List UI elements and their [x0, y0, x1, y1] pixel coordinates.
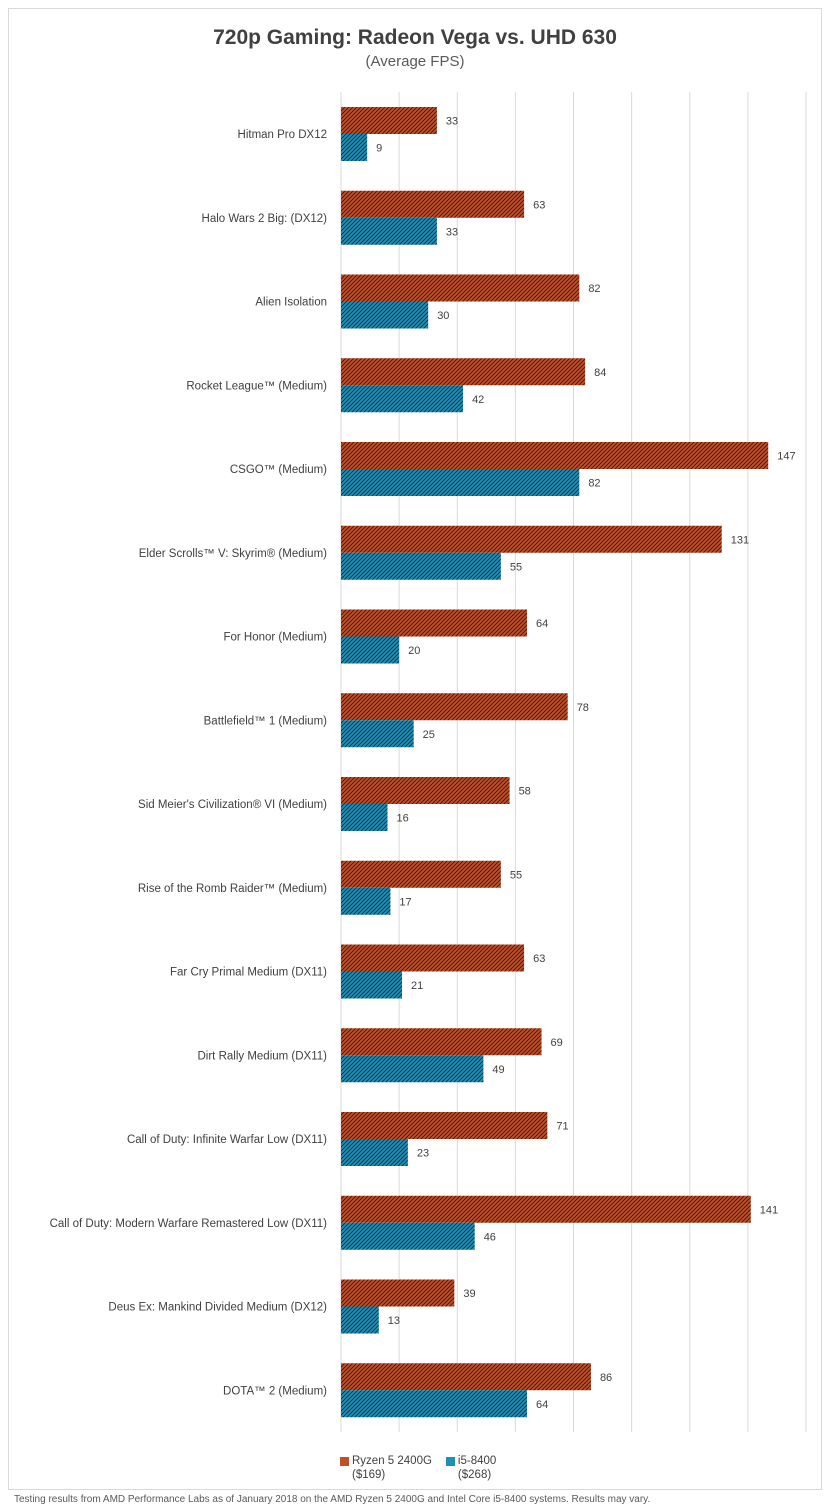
- bar-intel: [341, 469, 580, 496]
- category-label: For Honor (Medium): [223, 632, 327, 644]
- legend-price-intel: ($268): [457, 1469, 492, 1481]
- bar-ryzen: [341, 860, 501, 888]
- category-label: Hitman Pro DX12: [238, 129, 327, 141]
- bar-ryzen: [341, 1028, 542, 1056]
- bar-ryzen: [341, 190, 525, 218]
- legend-swatch-intel: [445, 1457, 455, 1466]
- bar-intel: [341, 804, 388, 831]
- data-label: 49: [492, 1064, 504, 1076]
- data-label: 46: [484, 1231, 496, 1243]
- data-label: 63: [533, 199, 545, 211]
- data-label: 17: [399, 896, 411, 908]
- category-label: Battlefield™ 1 (Medium): [204, 715, 328, 727]
- bar-ryzen: [341, 358, 586, 386]
- bar-intel: [341, 134, 368, 161]
- data-label: 33: [446, 116, 458, 128]
- data-label: 30: [437, 310, 449, 322]
- data-label: 64: [536, 618, 548, 630]
- legend: Ryzen 5 2400G ($169) i5-8400 ($268): [340, 1454, 496, 1482]
- legend-swatch-ryzen: [340, 1457, 349, 1466]
- category-label: Rocket League™ (Medium): [186, 380, 327, 392]
- data-label: 9: [376, 143, 382, 155]
- category-label: Halo Wars 2 Big: (DX12): [202, 213, 328, 225]
- bar-ryzen: [341, 1112, 548, 1139]
- data-label: 58: [519, 786, 531, 798]
- category-label: Deus Ex: Mankind Divided Medium (DX12): [108, 1302, 327, 1314]
- data-label: 86: [600, 1372, 612, 1384]
- data-label: 13: [388, 1315, 400, 1327]
- data-label: 82: [588, 478, 600, 490]
- data-label: 33: [446, 226, 458, 238]
- legend-item-intel: i5-8400 ($268): [445, 1454, 497, 1482]
- bar-intel: [341, 1222, 475, 1250]
- data-label: 82: [588, 283, 600, 295]
- data-label: 63: [533, 953, 545, 965]
- bar-ryzen: [341, 107, 437, 134]
- bar-ryzen: [341, 944, 525, 972]
- bar-intel: [341, 720, 414, 748]
- data-label: 20: [408, 645, 420, 657]
- legend-price-ryzen: ($169): [352, 1469, 386, 1481]
- category-label: Call of Duty: Infinite Warfar Low (DX11): [127, 1134, 327, 1146]
- bar-ryzen: [341, 609, 527, 637]
- data-label: 39: [463, 1288, 475, 1300]
- legend-label-ryzen: Ryzen 5 2400G: [352, 1455, 432, 1467]
- data-label: 84: [594, 367, 606, 379]
- bar-intel: [341, 1390, 527, 1418]
- data-label: 131: [731, 534, 749, 546]
- legend-label-intel: i5-8400: [457, 1455, 497, 1467]
- category-label: CSGO™ (Medium): [230, 464, 327, 476]
- data-label: 69: [551, 1037, 563, 1049]
- bar-intel: [341, 971, 403, 999]
- category-label: Alien Isolation: [255, 297, 327, 309]
- category-label: Far Cry Primal Medium (DX11): [170, 967, 327, 979]
- category-label: DOTA™ 2 (Medium): [223, 1385, 327, 1397]
- footnote: Testing results from AMD Performance Lab…: [14, 1494, 651, 1505]
- category-label: Elder Scrolls™ V: Skyrim® (Medium): [139, 548, 327, 560]
- bar-intel: [341, 1306, 379, 1334]
- data-label: 71: [556, 1121, 568, 1133]
- bar-ryzen: [341, 777, 510, 804]
- bar-ryzen: [341, 1279, 455, 1307]
- bar-ryzen: [341, 1363, 591, 1391]
- data-label: 21: [411, 980, 423, 992]
- category-label: Dirt Rally Medium (DX11): [197, 1050, 327, 1062]
- data-label: 64: [536, 1399, 548, 1411]
- bar-intel: [341, 385, 464, 413]
- data-label: 42: [472, 394, 484, 406]
- data-label: 55: [510, 561, 522, 573]
- data-label: 147: [777, 451, 795, 463]
- bar-intel: [341, 552, 501, 580]
- bar-ryzen: [341, 274, 580, 302]
- data-label: 141: [760, 1204, 778, 1216]
- bar-intel: [341, 887, 391, 915]
- bar-ryzen: [341, 1195, 751, 1223]
- bar-intel: [341, 1055, 484, 1083]
- bar-ryzen: [341, 442, 769, 469]
- bar-ryzen: [341, 693, 568, 721]
- bar-intel: [341, 301, 429, 329]
- data-label: 78: [577, 702, 589, 714]
- data-label: 55: [510, 869, 522, 881]
- bar-ryzen: [341, 525, 722, 553]
- chart-title: 720p Gaming: Radeon Vega vs. UHD 630: [213, 26, 617, 49]
- bar-intel: [341, 217, 437, 245]
- legend-item-ryzen: Ryzen 5 2400G ($169): [340, 1454, 432, 1482]
- data-label: 23: [417, 1148, 429, 1160]
- bar-intel: [341, 1139, 408, 1166]
- data-label: 16: [397, 813, 409, 825]
- category-label: Call of Duty: Modern Warfare Remastered …: [50, 1218, 328, 1230]
- category-label: Rise of the Romb Raider™ (Medium): [138, 883, 327, 895]
- chart-subtitle: (Average FPS): [365, 53, 465, 70]
- category-label: Sid Meier's Civilization® VI (Medium): [138, 799, 327, 811]
- bar-intel: [341, 636, 400, 664]
- data-label: 25: [423, 729, 435, 741]
